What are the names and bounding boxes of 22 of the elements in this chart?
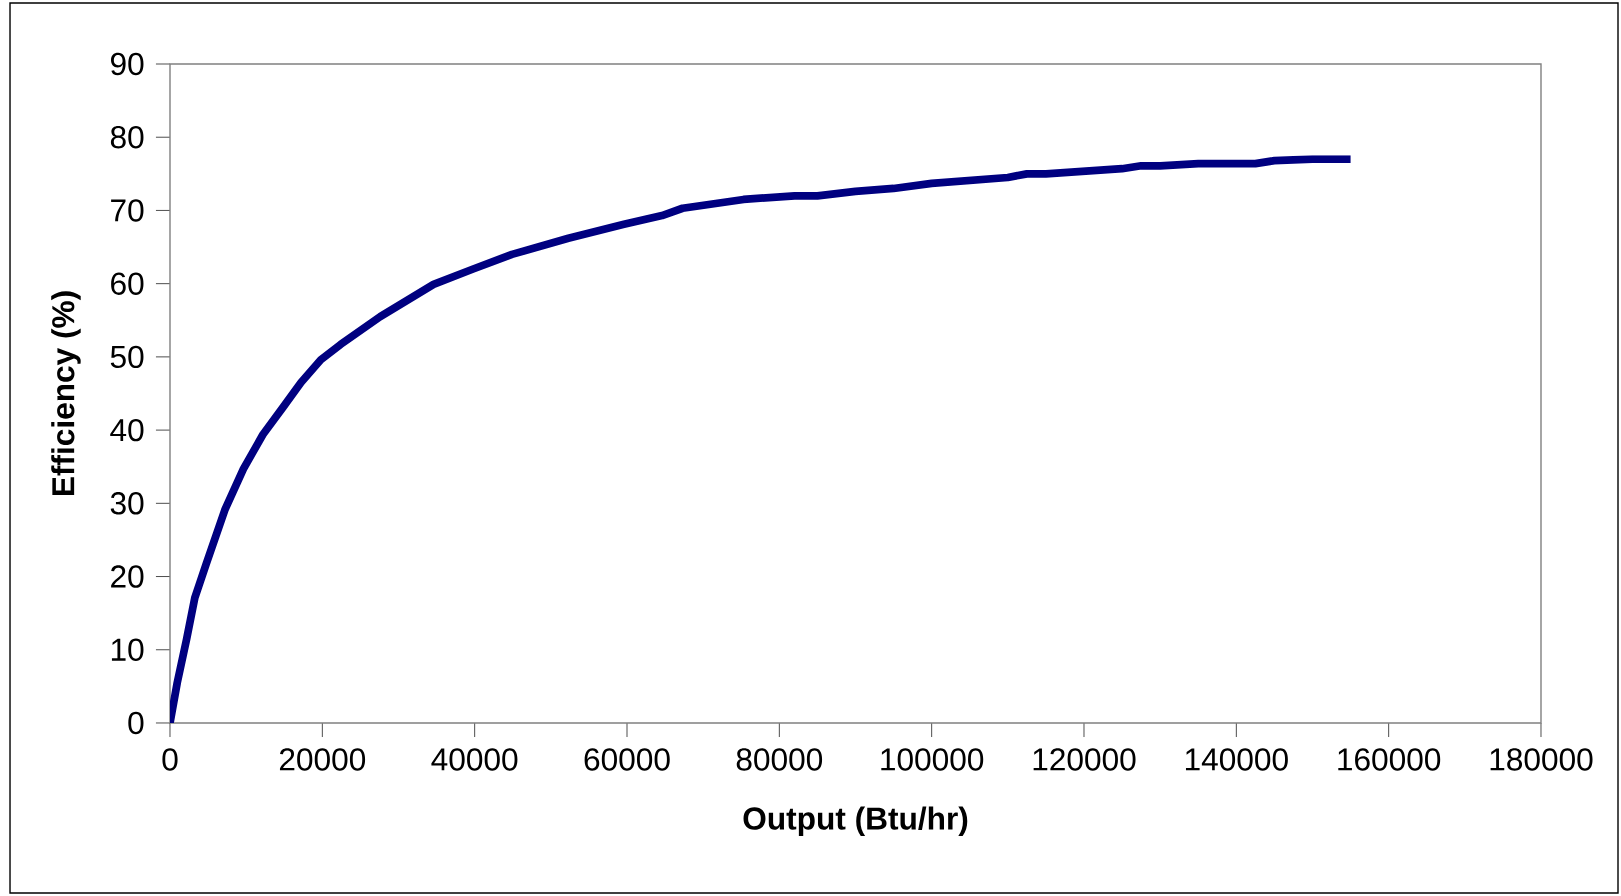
- x-tick-label: 40000: [431, 748, 518, 771]
- x-tick-label: 60000: [584, 748, 670, 771]
- y-tick-label: 70: [111, 199, 144, 222]
- y-tick-label: 40: [110, 418, 144, 442]
- x-axis-title: Output (Btu/hr): [743, 806, 968, 837]
- y-tick-label: 30: [110, 492, 144, 515]
- x-tick-label: 20000: [279, 748, 366, 771]
- y-tick-label: 10: [111, 638, 144, 661]
- x-tick-label: 160000: [1338, 748, 1441, 771]
- y-tick-label: 50: [110, 345, 144, 369]
- y-tick-label: 80: [110, 126, 144, 149]
- y-tick-label: 90: [111, 52, 144, 76]
- y-tick-label: 0: [128, 711, 144, 735]
- x-tick-label: 140000: [1185, 748, 1288, 771]
- x-tick-label: 100000: [881, 748, 984, 771]
- x-tick-label: 0: [162, 748, 178, 771]
- y-tick-label: 20: [111, 565, 144, 588]
- y-tick-label: 60: [111, 272, 144, 295]
- x-tick-label: 180000: [1490, 748, 1593, 771]
- x-tick-label: 80000: [736, 748, 823, 771]
- y-axis-title: Efficiency (%): [51, 291, 81, 496]
- x-tick-label: 120000: [1033, 748, 1136, 771]
